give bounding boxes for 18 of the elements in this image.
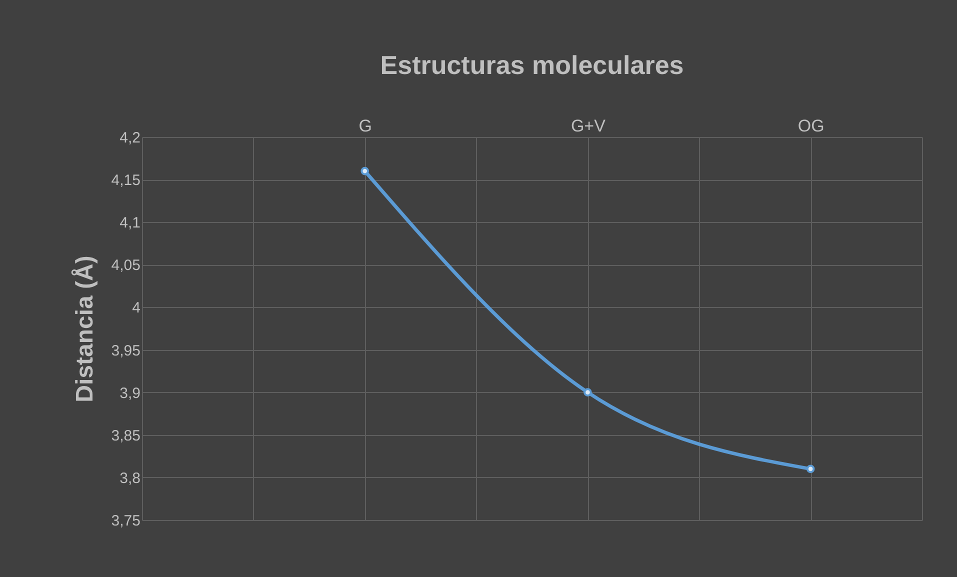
y-tick-label: 4,15 (111, 172, 140, 190)
y-tick-label: 4,2 (120, 130, 140, 146)
x-tick-label: OG (798, 116, 824, 136)
y-tick-label: 3,85 (111, 427, 140, 444)
y-tick-label: 4 (132, 300, 140, 317)
y-axis-title: Distancia (Å) (70, 256, 98, 402)
y-tick-label: 3,75 (111, 512, 140, 530)
y-tick-label: 3,95 (111, 342, 140, 360)
y-tick-label: 4,05 (111, 257, 140, 274)
point (584, 388, 592, 396)
chart-title: Estructuras moleculares (380, 50, 684, 80)
y-tick-label: 3,9 (120, 384, 140, 402)
x-tick-label: G (358, 116, 372, 136)
x-tick-label: G+V (570, 116, 606, 136)
point (806, 464, 815, 474)
y-tick-label: 4,1 (120, 214, 140, 232)
point (360, 166, 370, 176)
y-tick-label: 3,8 (120, 470, 140, 487)
